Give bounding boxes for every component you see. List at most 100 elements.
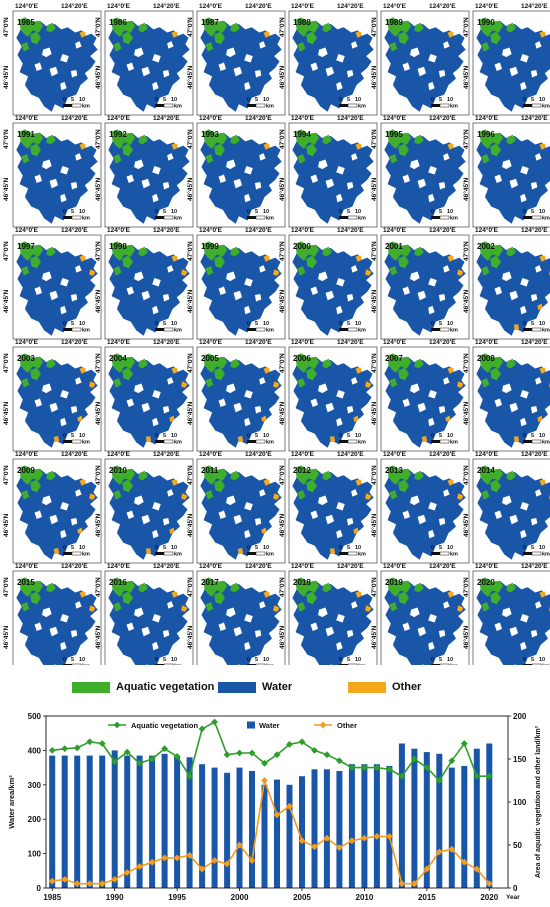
- other-region: [355, 591, 362, 598]
- lake-shape: [108, 465, 190, 560]
- island: [410, 271, 420, 282]
- island: [49, 514, 59, 525]
- vegetation-region: [398, 31, 409, 45]
- scale-label-5: 5: [163, 97, 166, 103]
- island: [520, 165, 529, 175]
- vegetation-region: [46, 134, 56, 145]
- left-tick: 47°0'N: [462, 17, 470, 37]
- series-point-other-1987: [73, 880, 81, 888]
- vegetation-region: [113, 42, 122, 52]
- series-point-other-2017: [448, 845, 456, 853]
- map-year-label: 1985: [17, 18, 35, 27]
- scale-label-5: 5: [255, 97, 258, 103]
- island: [126, 510, 135, 520]
- other-region: [181, 605, 188, 612]
- other-region: [145, 435, 152, 443]
- scale-label-10: 10: [355, 97, 361, 103]
- top-tick: 124°20'E: [337, 226, 364, 234]
- scale-segment: [255, 551, 266, 556]
- vegetation-region: [297, 266, 306, 276]
- island: [410, 495, 420, 506]
- legend-label-vegetation: Aquatic vegetation: [131, 721, 199, 730]
- island: [259, 377, 266, 385]
- water-bar-2005: [299, 776, 305, 888]
- water-bar-2009: [348, 764, 355, 888]
- lake-shape: [108, 353, 190, 448]
- lake-shape: [16, 17, 98, 112]
- series-point-other-2015: [423, 865, 431, 873]
- scale-label-5: 5: [347, 545, 350, 551]
- island: [520, 529, 527, 539]
- island: [428, 165, 437, 175]
- vegetation-region: [138, 582, 148, 593]
- scale-segment: [247, 216, 256, 219]
- scale-segment: [431, 552, 440, 555]
- scale-label-5: 5: [531, 657, 534, 663]
- left-tick: 47°0'N: [94, 577, 102, 597]
- island: [70, 69, 78, 78]
- scale-unit: km: [174, 552, 182, 558]
- map-year-label: 2010: [109, 466, 127, 475]
- water-bar-2003: [274, 779, 280, 888]
- left-tick: 47°0'N: [2, 577, 10, 597]
- island: [438, 517, 446, 526]
- water-bar-1986: [61, 755, 68, 888]
- other-region: [237, 435, 244, 443]
- legend-marker-vegetation: [113, 721, 121, 729]
- legend-item-water: Water: [218, 680, 292, 694]
- scale-label-10: 10: [355, 545, 361, 551]
- island: [417, 66, 427, 77]
- water-bar-2019: [473, 748, 480, 888]
- scale-label-0: 0: [155, 209, 158, 215]
- island: [141, 290, 151, 301]
- left-tick: 46°45'N: [278, 401, 286, 425]
- island: [438, 69, 446, 78]
- top-tick: 124°0'E: [291, 2, 315, 10]
- vegetation-region: [490, 367, 501, 381]
- top-tick: 124°20'E: [61, 450, 88, 458]
- scale-segment: [71, 215, 82, 220]
- vegetation-region: [297, 490, 306, 500]
- vegetation-region: [322, 358, 332, 369]
- scale-segment: [431, 440, 440, 443]
- island: [42, 159, 52, 170]
- other-region: [171, 479, 178, 486]
- scale-label-5: 5: [163, 545, 166, 551]
- left-tick: 46°45'N: [186, 65, 194, 89]
- scale-label-0: 0: [431, 545, 434, 551]
- map-year-label: 2020: [477, 578, 495, 587]
- island: [535, 41, 542, 49]
- scale-segment: [439, 551, 450, 556]
- water-bar-2018: [461, 765, 468, 888]
- island: [60, 417, 67, 427]
- top-tick: 124°20'E: [153, 226, 180, 234]
- island: [310, 398, 319, 408]
- scale-label-0: 0: [63, 321, 66, 327]
- top-tick: 124°0'E: [291, 338, 315, 346]
- island: [126, 398, 135, 408]
- other-region: [421, 435, 428, 443]
- water-bar-1993: [149, 755, 156, 888]
- water-bar-2008: [336, 771, 343, 888]
- other-region: [457, 269, 464, 276]
- vegetation-region: [19, 241, 44, 261]
- island: [351, 153, 358, 161]
- vegetation-region: [387, 353, 412, 373]
- island: [244, 277, 253, 287]
- vegetation-region: [506, 582, 516, 593]
- map-year-label: 1995: [385, 130, 403, 139]
- other-region: [365, 493, 372, 500]
- island: [336, 389, 345, 399]
- top-tick: 124°20'E: [153, 2, 180, 10]
